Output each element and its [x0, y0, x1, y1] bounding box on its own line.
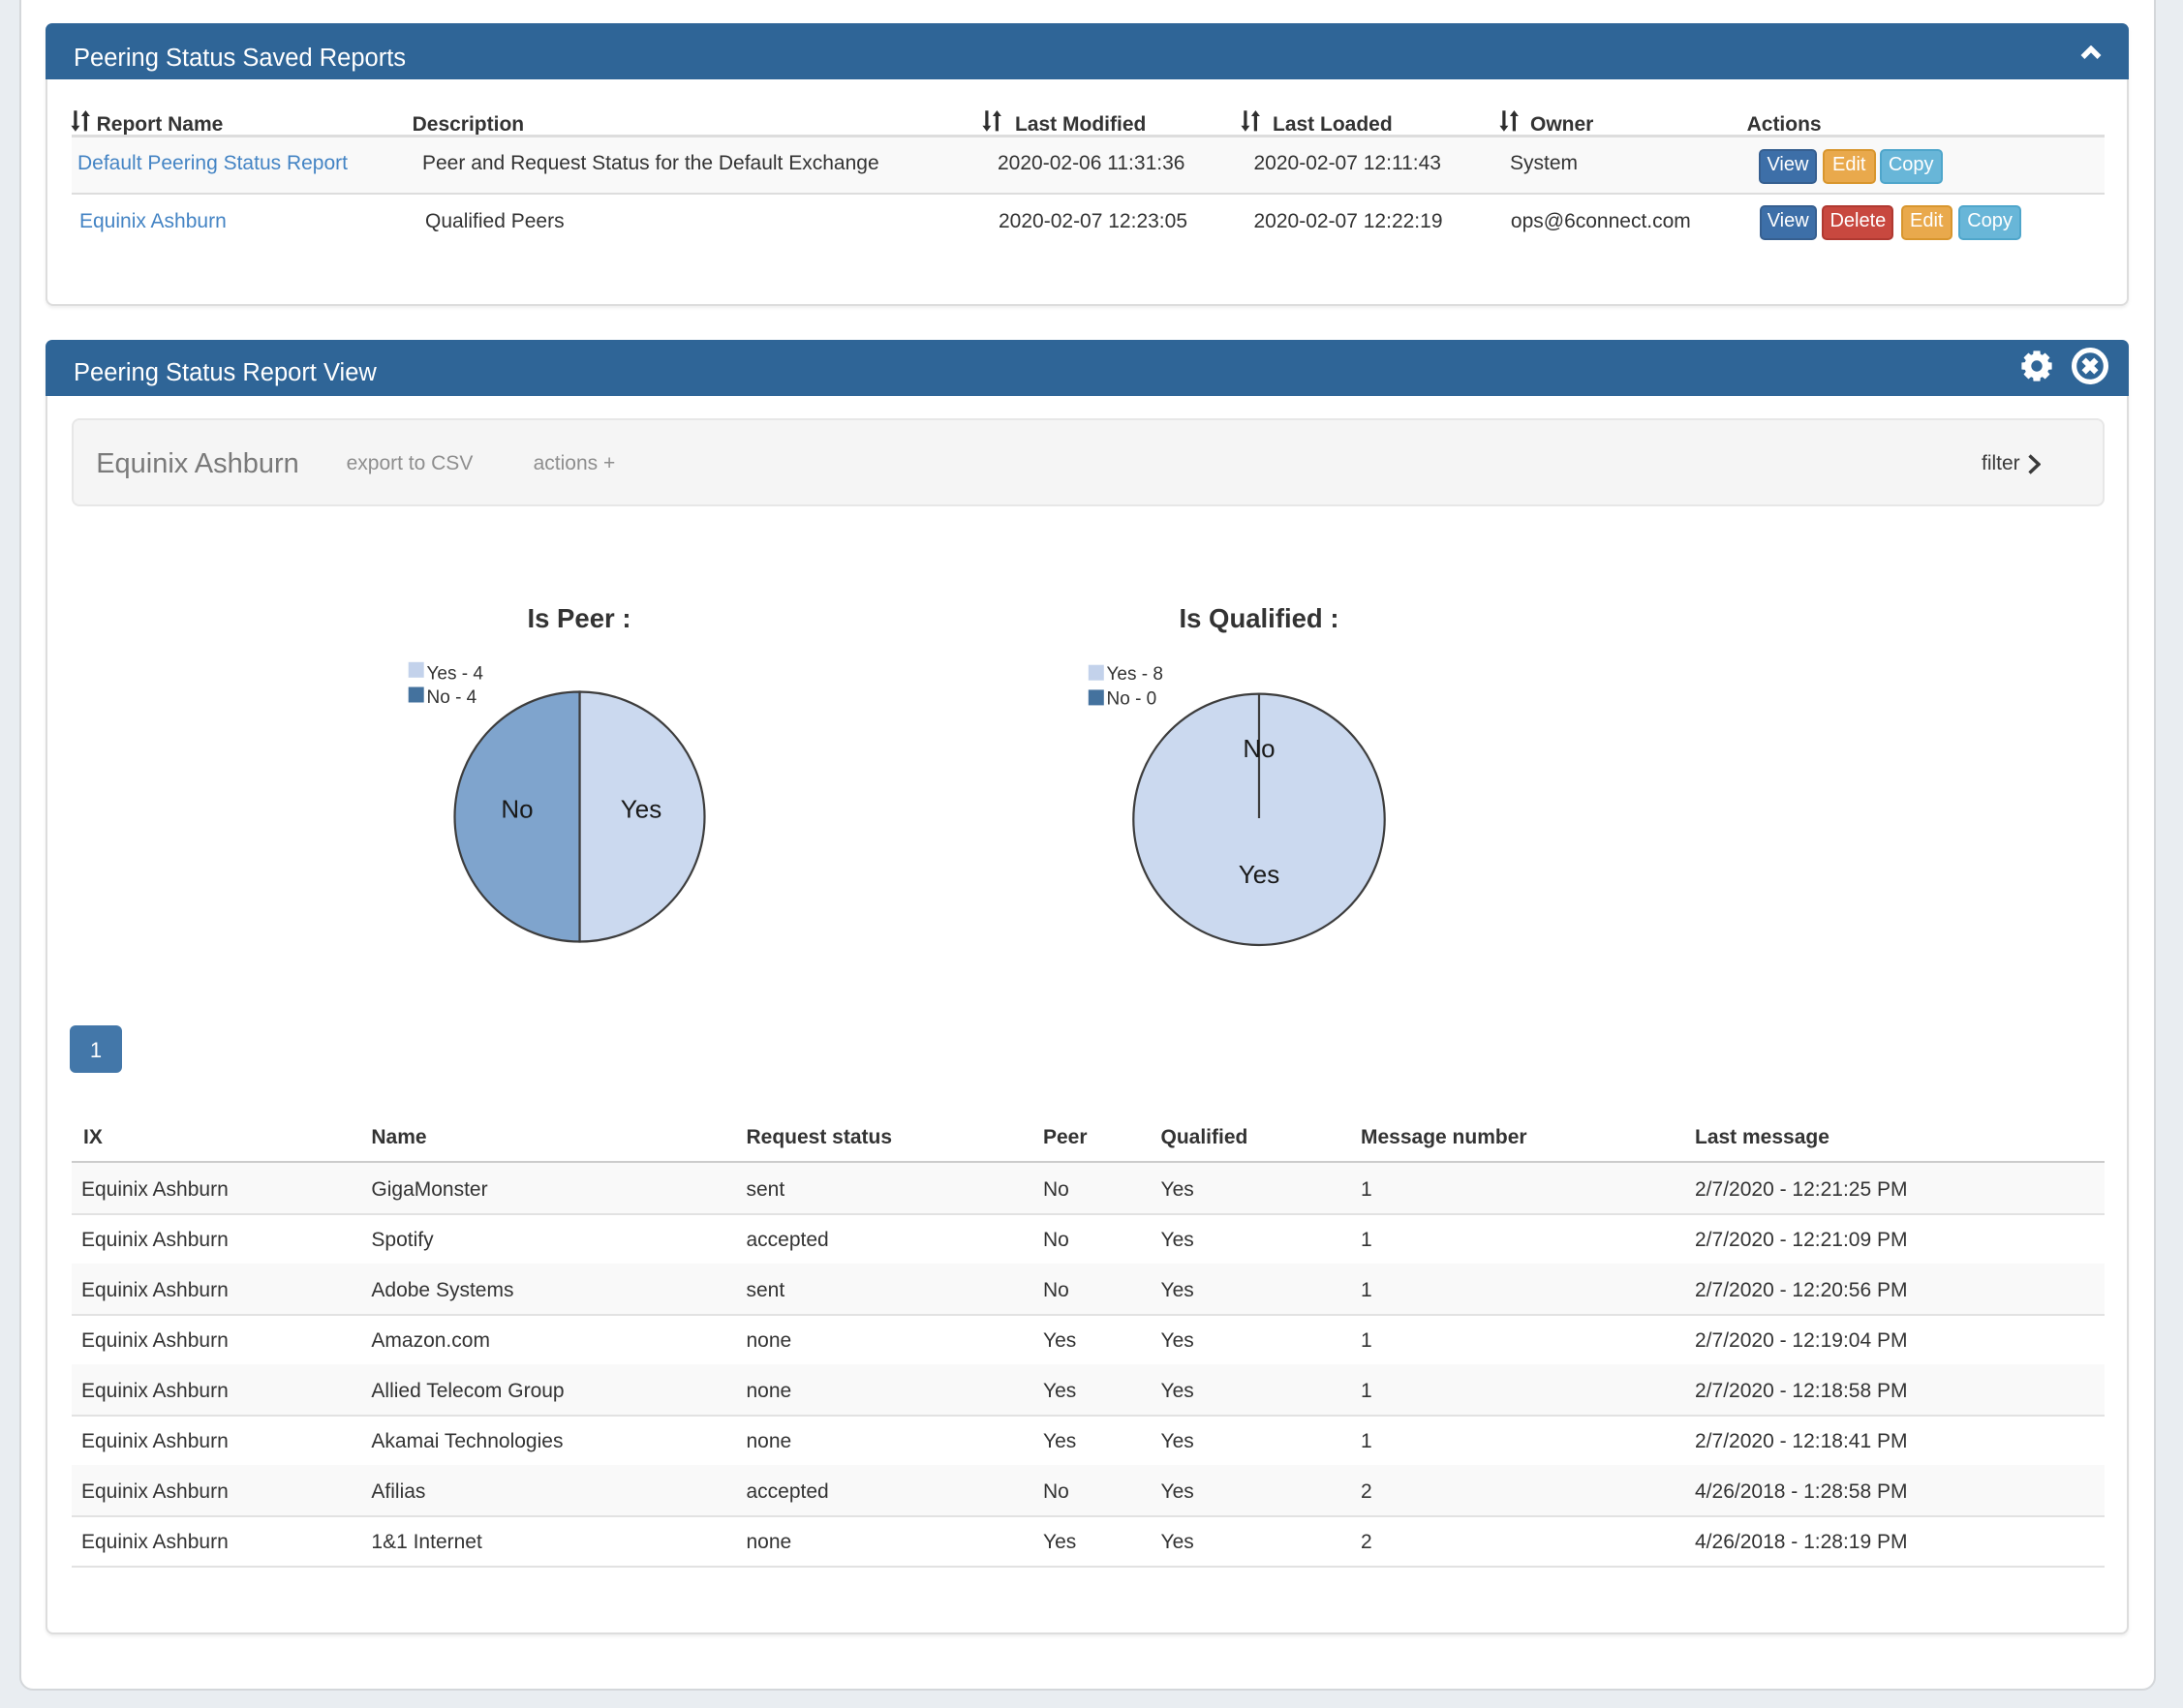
svg-text:Yes: Yes [621, 795, 661, 824]
svg-text:Is Peer :: Is Peer : [527, 603, 630, 633]
svg-text:Yes: Yes [1239, 860, 1279, 889]
svg-text:Yes - 4: Yes - 4 [427, 664, 484, 685]
svg-text:Yes - 8: Yes - 8 [1107, 664, 1163, 685]
svg-text:No: No [501, 795, 533, 824]
svg-text:No - 4: No - 4 [427, 687, 477, 708]
svg-text:No - 0: No - 0 [1107, 689, 1157, 710]
svg-text:Is Qualified :: Is Qualified : [1179, 603, 1338, 633]
svg-text:No: No [1243, 734, 1275, 763]
